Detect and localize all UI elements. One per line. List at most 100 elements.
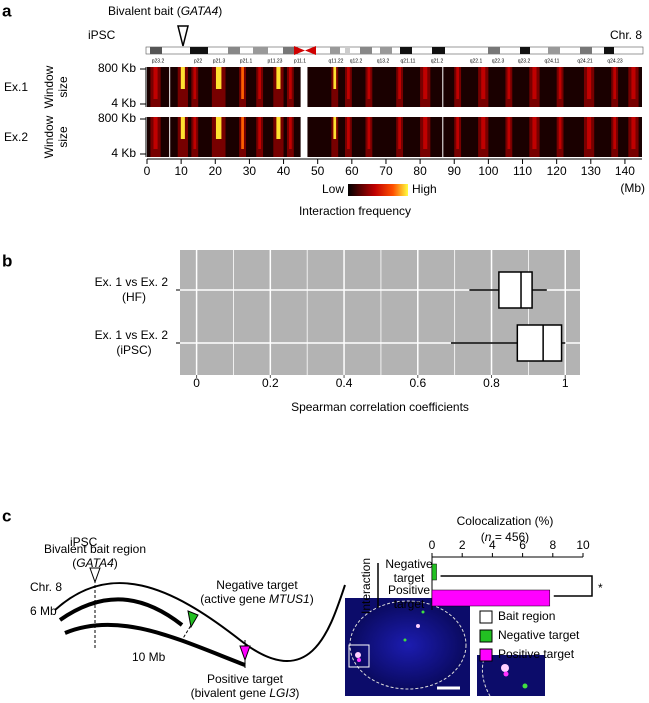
x-tick-label: 0.6 [409, 376, 426, 390]
heat-core [347, 117, 350, 149]
heat-core [631, 117, 636, 149]
band-label: q12.2 [350, 58, 363, 64]
x-label: (Mb) [620, 181, 645, 195]
spot [421, 610, 425, 614]
band-label: q23.2 [518, 58, 531, 64]
heat-core [193, 67, 197, 99]
row-axis-label: size [56, 126, 70, 148]
heatmap [147, 67, 642, 157]
ideogram-band [360, 47, 372, 54]
row-tick-label: 800 Kb [98, 111, 136, 125]
x-tick-label: 110 [513, 164, 532, 178]
ideogram-bands: p23.2 p22 p21.3 p21.1 p11.23 p11.1 q11.22 q12.2… [150, 46, 623, 64]
x-tick-label: 6 [519, 538, 526, 552]
ideogram-band [380, 47, 392, 54]
negative-gene: (active gene MTUS1) [200, 592, 313, 606]
heat-core [333, 67, 337, 89]
ideogram-band [400, 47, 412, 54]
ideogram-band [228, 47, 240, 54]
ideogram-band [432, 47, 445, 54]
heat-core [532, 67, 537, 99]
segment-10mb [64, 622, 246, 667]
condition: iPSC [70, 535, 98, 549]
panel-label: c [2, 506, 11, 525]
y-tick-label: target [394, 571, 425, 585]
legend-swatch [479, 610, 493, 624]
spot [355, 652, 361, 658]
y-tick-label: Ex. 1 vs Ex. 2 [95, 275, 169, 289]
heat-core [456, 67, 460, 99]
x-tick-label: 40 [277, 164, 291, 178]
ideogram-band [330, 47, 340, 54]
negative-marker [187, 610, 199, 629]
inset [477, 655, 545, 696]
heat-core [276, 67, 281, 89]
x-tick-label: 0.4 [336, 376, 353, 390]
x-tick-label: 0.2 [262, 376, 279, 390]
ideogram-band [488, 47, 500, 54]
heat-core [558, 117, 562, 149]
colorbar-label: Interaction frequency [299, 204, 411, 218]
gap-line [169, 117, 171, 157]
spot [522, 683, 528, 689]
spot [416, 624, 420, 628]
heat-core [241, 67, 244, 99]
band-label: p21.1 [240, 58, 253, 64]
heat-core [215, 67, 222, 89]
x-tick-label: 130 [581, 164, 601, 178]
bait-label: Bivalent bait (GATA4) [108, 4, 222, 18]
x-tick-label: 4 [489, 538, 496, 552]
centromere-gap [300, 117, 308, 157]
x-label: Spearman correlation coefficients [291, 400, 469, 414]
colorbar-high: High [412, 182, 437, 196]
bait-gene: (GATA4) [72, 556, 118, 570]
heat-core [258, 67, 262, 99]
ideogram-band [520, 47, 530, 54]
x-tick-label: 100 [478, 164, 498, 178]
y-tick-label: (iPSC) [116, 343, 151, 357]
plot-area [180, 250, 580, 375]
heat-core [507, 67, 511, 99]
heat-core [289, 117, 292, 149]
y-tick-label: target [394, 597, 425, 611]
colorbar-low: Low [322, 182, 344, 196]
band-label: q22.1 [470, 58, 483, 64]
x-tick-label: 60 [345, 164, 359, 178]
nucleus-edge [481, 654, 491, 697]
x-tick-label: 0.8 [483, 376, 500, 390]
x-tick-label: 10 [576, 538, 590, 552]
x-tick-label: 0 [429, 538, 436, 552]
bar [431, 589, 551, 607]
band-label: p22 [194, 58, 203, 64]
x-tick-label: 8 [549, 538, 556, 552]
x-tick-label: 20 [209, 164, 223, 178]
spot [503, 671, 509, 677]
inset-box [348, 644, 370, 668]
heat-core [276, 117, 281, 139]
band-label: p11.23 [268, 58, 283, 64]
spot [501, 664, 509, 672]
significance-bracket [440, 575, 593, 597]
heat-core [456, 117, 460, 149]
heat-core [241, 117, 244, 149]
panel-label: b [2, 251, 12, 270]
legend-label: Negative target [498, 628, 580, 642]
axis-label: Interaction [359, 558, 373, 614]
heat-core [587, 67, 592, 99]
gap-line [442, 67, 444, 107]
box [498, 271, 533, 309]
distance: 6 Mb [30, 604, 57, 618]
spot [357, 658, 361, 662]
heat-core [423, 117, 428, 149]
ideogram-band [604, 47, 614, 54]
legend-swatch [479, 648, 493, 662]
heat-core [153, 67, 158, 99]
heat-core [558, 67, 562, 99]
heat-core [367, 117, 371, 149]
condition: iPSC [88, 28, 116, 42]
ideogram [145, 46, 644, 55]
heat-core [333, 117, 337, 139]
band-label: p23.2 [152, 58, 165, 64]
colorbar [348, 184, 408, 196]
